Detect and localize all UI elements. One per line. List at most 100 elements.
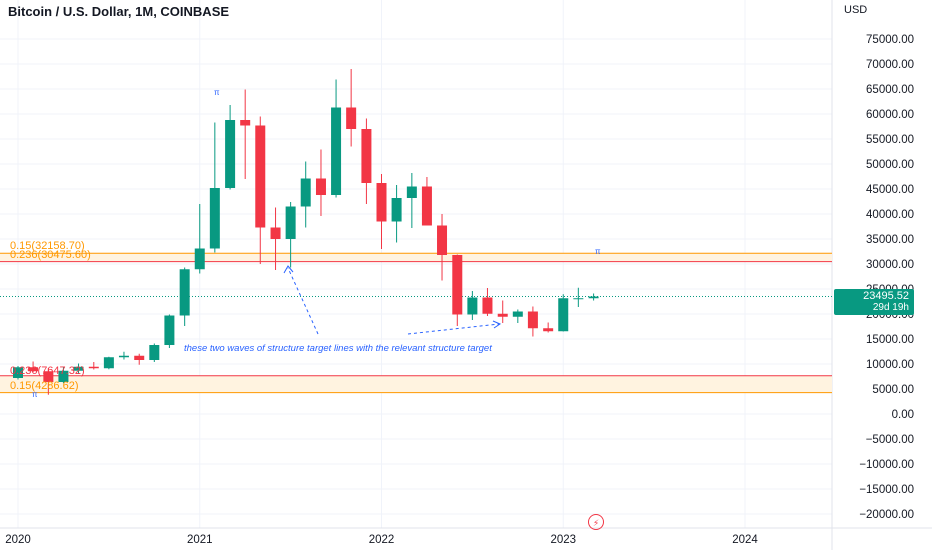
y-tick-label: −20000.00 [859, 509, 914, 521]
candle[interactable] [225, 105, 236, 190]
candle[interactable] [376, 174, 387, 249]
annotation-arrow[interactable] [407, 323, 500, 335]
y-tick-label: 30000.00 [866, 259, 914, 271]
y-tick-label: 75000.00 [866, 34, 914, 46]
candle-body [482, 297, 493, 314]
candle[interactable] [315, 149, 326, 217]
candle[interactable] [361, 118, 372, 205]
candle[interactable] [482, 288, 493, 316]
candle-body [346, 107, 357, 129]
candle-body [437, 225, 448, 255]
candle[interactable] [179, 267, 190, 327]
annotation-arrow[interactable] [287, 267, 319, 335]
bar-countdown: 29d 19h [872, 302, 909, 313]
fib-label-lower-0236: 0.236(7647.32) [10, 365, 85, 377]
candle[interactable] [58, 366, 69, 384]
candle[interactable] [13, 366, 23, 380]
candle-body [452, 255, 463, 315]
candle[interactable] [134, 353, 145, 365]
candle[interactable] [331, 79, 342, 198]
candle-body [13, 367, 23, 378]
candle[interactable] [452, 254, 463, 327]
symbol-title: Bitcoin / U.S. Dollar, 1M, COINBASE [8, 4, 230, 19]
candle-body [331, 107, 342, 195]
candle[interactable] [467, 291, 478, 320]
candle[interactable] [512, 309, 523, 324]
pi-marker-icon: π [214, 88, 220, 97]
candle[interactable] [391, 185, 402, 243]
candle[interactable] [588, 293, 599, 301]
candle-body [209, 188, 220, 249]
candle[interactable] [255, 116, 266, 265]
candle-body [270, 227, 281, 239]
candle[interactable] [209, 122, 220, 253]
candle[interactable] [270, 207, 281, 271]
x-tick-label: 2022 [369, 534, 395, 546]
candle[interactable] [240, 89, 251, 180]
fib-label-upper-0236: 0.236(30475.60) [10, 249, 91, 261]
tradingview-logo-icon[interactable]: ⚡ [588, 514, 604, 530]
arrow-head-icon [492, 320, 502, 329]
annotation-arrows [283, 265, 502, 335]
x-tick-label: 2021 [187, 534, 213, 546]
candle-body [391, 198, 402, 222]
candle[interactable] [73, 363, 84, 374]
candle[interactable] [300, 161, 311, 228]
y-tick-label: 60000.00 [866, 109, 914, 121]
candle[interactable] [43, 368, 54, 395]
y-tick-label: 50000.00 [866, 159, 914, 171]
x-tick-label: 2023 [550, 534, 576, 546]
candle-body [467, 297, 478, 315]
candle[interactable] [28, 361, 39, 373]
candle-body [88, 366, 99, 369]
candle[interactable] [346, 69, 357, 147]
candle[interactable] [437, 214, 448, 281]
pi-marker-icon: π [32, 390, 38, 399]
y-tick-label: 40000.00 [866, 209, 914, 221]
candle[interactable] [118, 351, 129, 360]
candle-body [43, 371, 54, 382]
y-tick-label: 65000.00 [866, 84, 914, 96]
y-tick-label: 15000.00 [866, 334, 914, 346]
candle[interactable] [88, 362, 99, 370]
fibonacci-zones [0, 252, 832, 394]
fib-label-lower-015: 0.15(4286.62) [10, 380, 79, 392]
y-tick-label: −5000.00 [866, 434, 914, 446]
candle-body [58, 370, 69, 382]
candle-body [588, 296, 599, 299]
candle-body [28, 367, 39, 372]
candle[interactable] [285, 202, 296, 268]
candle-body [225, 120, 236, 188]
last-price-value: 23495.52 [863, 290, 909, 302]
candle-body [300, 178, 311, 207]
time-axis: 2020 2021 2022 2023 2024 [5, 534, 758, 546]
candle-body [497, 313, 508, 317]
candle[interactable] [103, 356, 114, 370]
candle-body [255, 125, 266, 228]
candles [13, 69, 599, 395]
candle[interactable] [149, 343, 160, 363]
x-tick-label: 2024 [732, 534, 758, 546]
candle[interactable] [573, 287, 584, 307]
candle-body [376, 183, 387, 222]
y-tick-label: 45000.00 [866, 184, 914, 196]
candle[interactable] [543, 322, 554, 333]
candle[interactable] [194, 204, 205, 274]
candle[interactable] [497, 300, 508, 324]
candle-body [285, 206, 296, 239]
candle[interactable] [558, 294, 569, 332]
candle[interactable] [527, 306, 538, 337]
candle-body [73, 366, 84, 371]
candle-body [134, 355, 145, 360]
candle[interactable] [421, 177, 432, 226]
candle[interactable] [164, 314, 175, 349]
y-tick-label: 10000.00 [866, 359, 914, 371]
candle[interactable] [406, 173, 417, 228]
currency-label: USD [844, 4, 868, 16]
price-axis: −20000.00 −15000.00 −10000.00 −5000.00 0.00 5… [859, 34, 914, 521]
candle-body [558, 298, 569, 332]
candle-body [164, 315, 175, 345]
candle-body [573, 298, 584, 300]
